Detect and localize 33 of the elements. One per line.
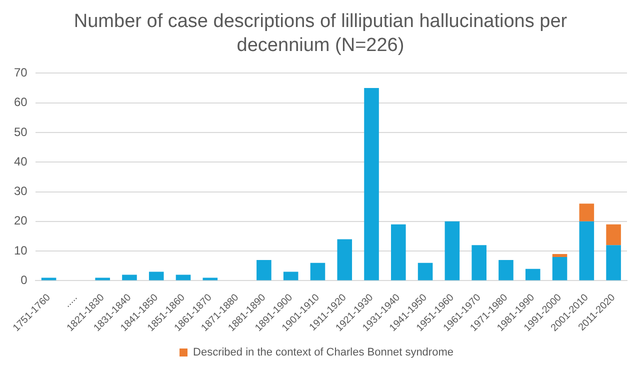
legend-label: Described in the context of Charles Bonnet syndrome (193, 346, 454, 359)
bar (310, 262, 326, 280)
bar (122, 274, 137, 280)
y-tick-label: 60 (14, 95, 28, 110)
y-tick-label: 40 (14, 154, 28, 168)
chart-title: Number of case descriptions of lilliputian hallucinations per decennium (N=226) (72, 10, 568, 58)
bar (525, 268, 540, 280)
y-tick-label: 20 (14, 214, 28, 228)
bar (41, 278, 56, 280)
bar (579, 221, 594, 280)
bar (552, 256, 568, 280)
y-tick-label: 0 (20, 273, 28, 288)
bar (606, 245, 621, 280)
bar (364, 88, 379, 280)
y-tick-label: 70 (14, 66, 28, 80)
y-tick-label: 30 (14, 184, 28, 198)
bar (283, 272, 298, 280)
bar (95, 278, 110, 280)
bar (444, 221, 460, 280)
bar (498, 260, 514, 280)
bar (391, 224, 406, 280)
bar (579, 204, 594, 222)
bar (148, 272, 164, 280)
bar (256, 260, 272, 280)
bar (418, 262, 433, 280)
bar (176, 274, 191, 280)
bar (472, 245, 486, 280)
bar (337, 239, 352, 280)
y-tick-label: 10 (14, 243, 28, 258)
bar (606, 224, 621, 246)
bar (202, 278, 218, 280)
bar (552, 254, 568, 257)
y-tick-label: 50 (14, 124, 28, 139)
